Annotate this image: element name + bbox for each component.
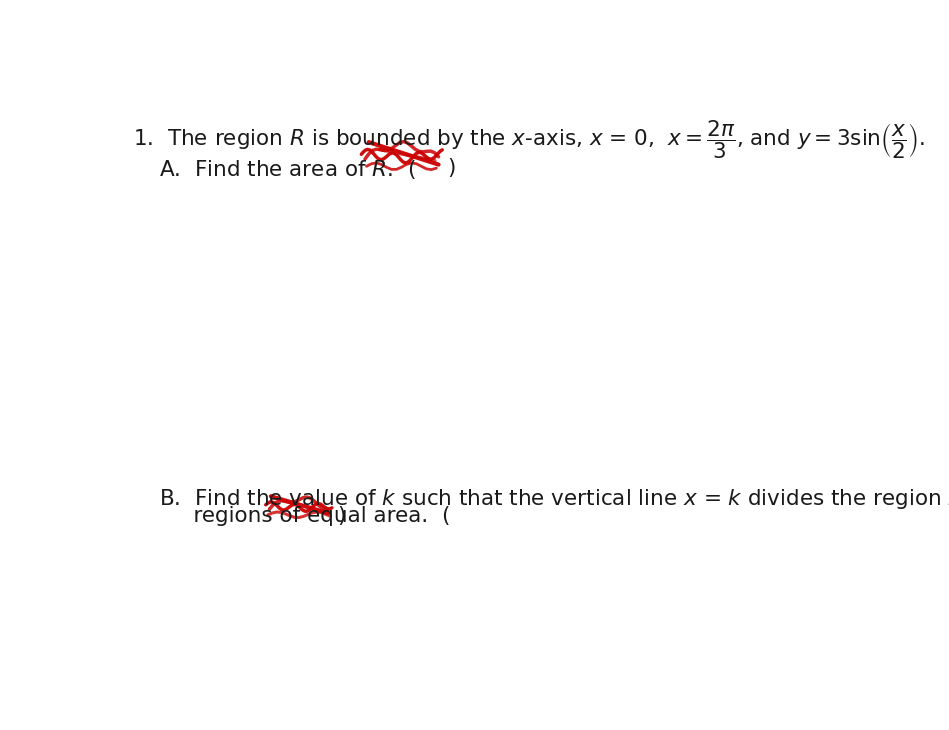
Text: 1.  The region $R$ is bounded by the $x$-axis, $x$ = 0,  $x = \dfrac{2\pi}{3}$, : 1. The region $R$ is bounded by the $x$-… xyxy=(133,118,925,161)
Text: ): ) xyxy=(447,158,456,178)
Text: ): ) xyxy=(337,507,345,526)
Text: A.  Find the area of $R$.  (: A. Find the area of $R$. ( xyxy=(159,158,416,181)
Text: regions of equal area.  (: regions of equal area. ( xyxy=(159,507,451,526)
Text: B.  Find the value of $k$ such that the vertical line $x$ = $k$ divides the regi: B. Find the value of $k$ such that the v… xyxy=(159,487,949,511)
